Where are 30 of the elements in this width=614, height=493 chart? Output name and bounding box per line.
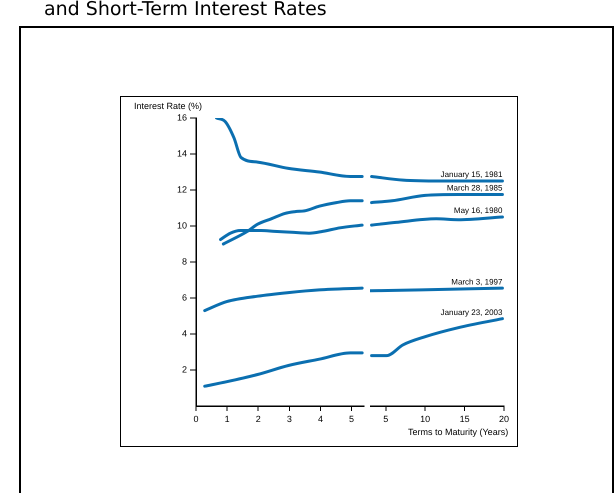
series-label: March 3, 1997 xyxy=(451,277,503,286)
y-tick-label: 6 xyxy=(182,292,187,302)
series-label: January 23, 2003 xyxy=(440,308,503,317)
x-tick-label: 15 xyxy=(460,414,470,424)
series-label: January 15, 1981 xyxy=(440,170,503,180)
x-tick-label: 20 xyxy=(498,414,509,424)
x-tick-label: 5 xyxy=(383,414,388,424)
y-tick-label: 4 xyxy=(182,328,187,338)
x-axis-title: Terms to Maturity (Years) xyxy=(408,427,508,437)
y-tick-label: 2 xyxy=(182,364,187,374)
y-tick-label: 12 xyxy=(176,184,187,194)
chart-title: and Short-Term Interest Rates xyxy=(44,0,327,20)
x-tick-label: 0 xyxy=(193,414,199,424)
line-series xyxy=(222,199,364,246)
y-tick-label: 10 xyxy=(176,220,187,230)
x-tick-label: 10 xyxy=(420,414,430,424)
y-tick-label: 16 xyxy=(176,112,187,122)
line-series xyxy=(203,351,364,388)
y-axis-title: Interest Rate (%) xyxy=(134,101,202,111)
x-tick-label: 1 xyxy=(224,414,230,424)
y-tick-label: 8 xyxy=(182,256,187,266)
x-tick-label: 4 xyxy=(318,414,323,424)
x-tick-label: 3 xyxy=(286,414,292,424)
x-tick-label: 5 xyxy=(349,414,354,424)
x-tick-label: 2 xyxy=(256,414,261,424)
y-tick-label: 14 xyxy=(176,148,187,158)
line-series xyxy=(215,118,364,178)
series-label: May 16, 1980 xyxy=(454,206,503,216)
series-label: March 28, 1985 xyxy=(446,184,503,193)
line-series xyxy=(203,286,364,312)
